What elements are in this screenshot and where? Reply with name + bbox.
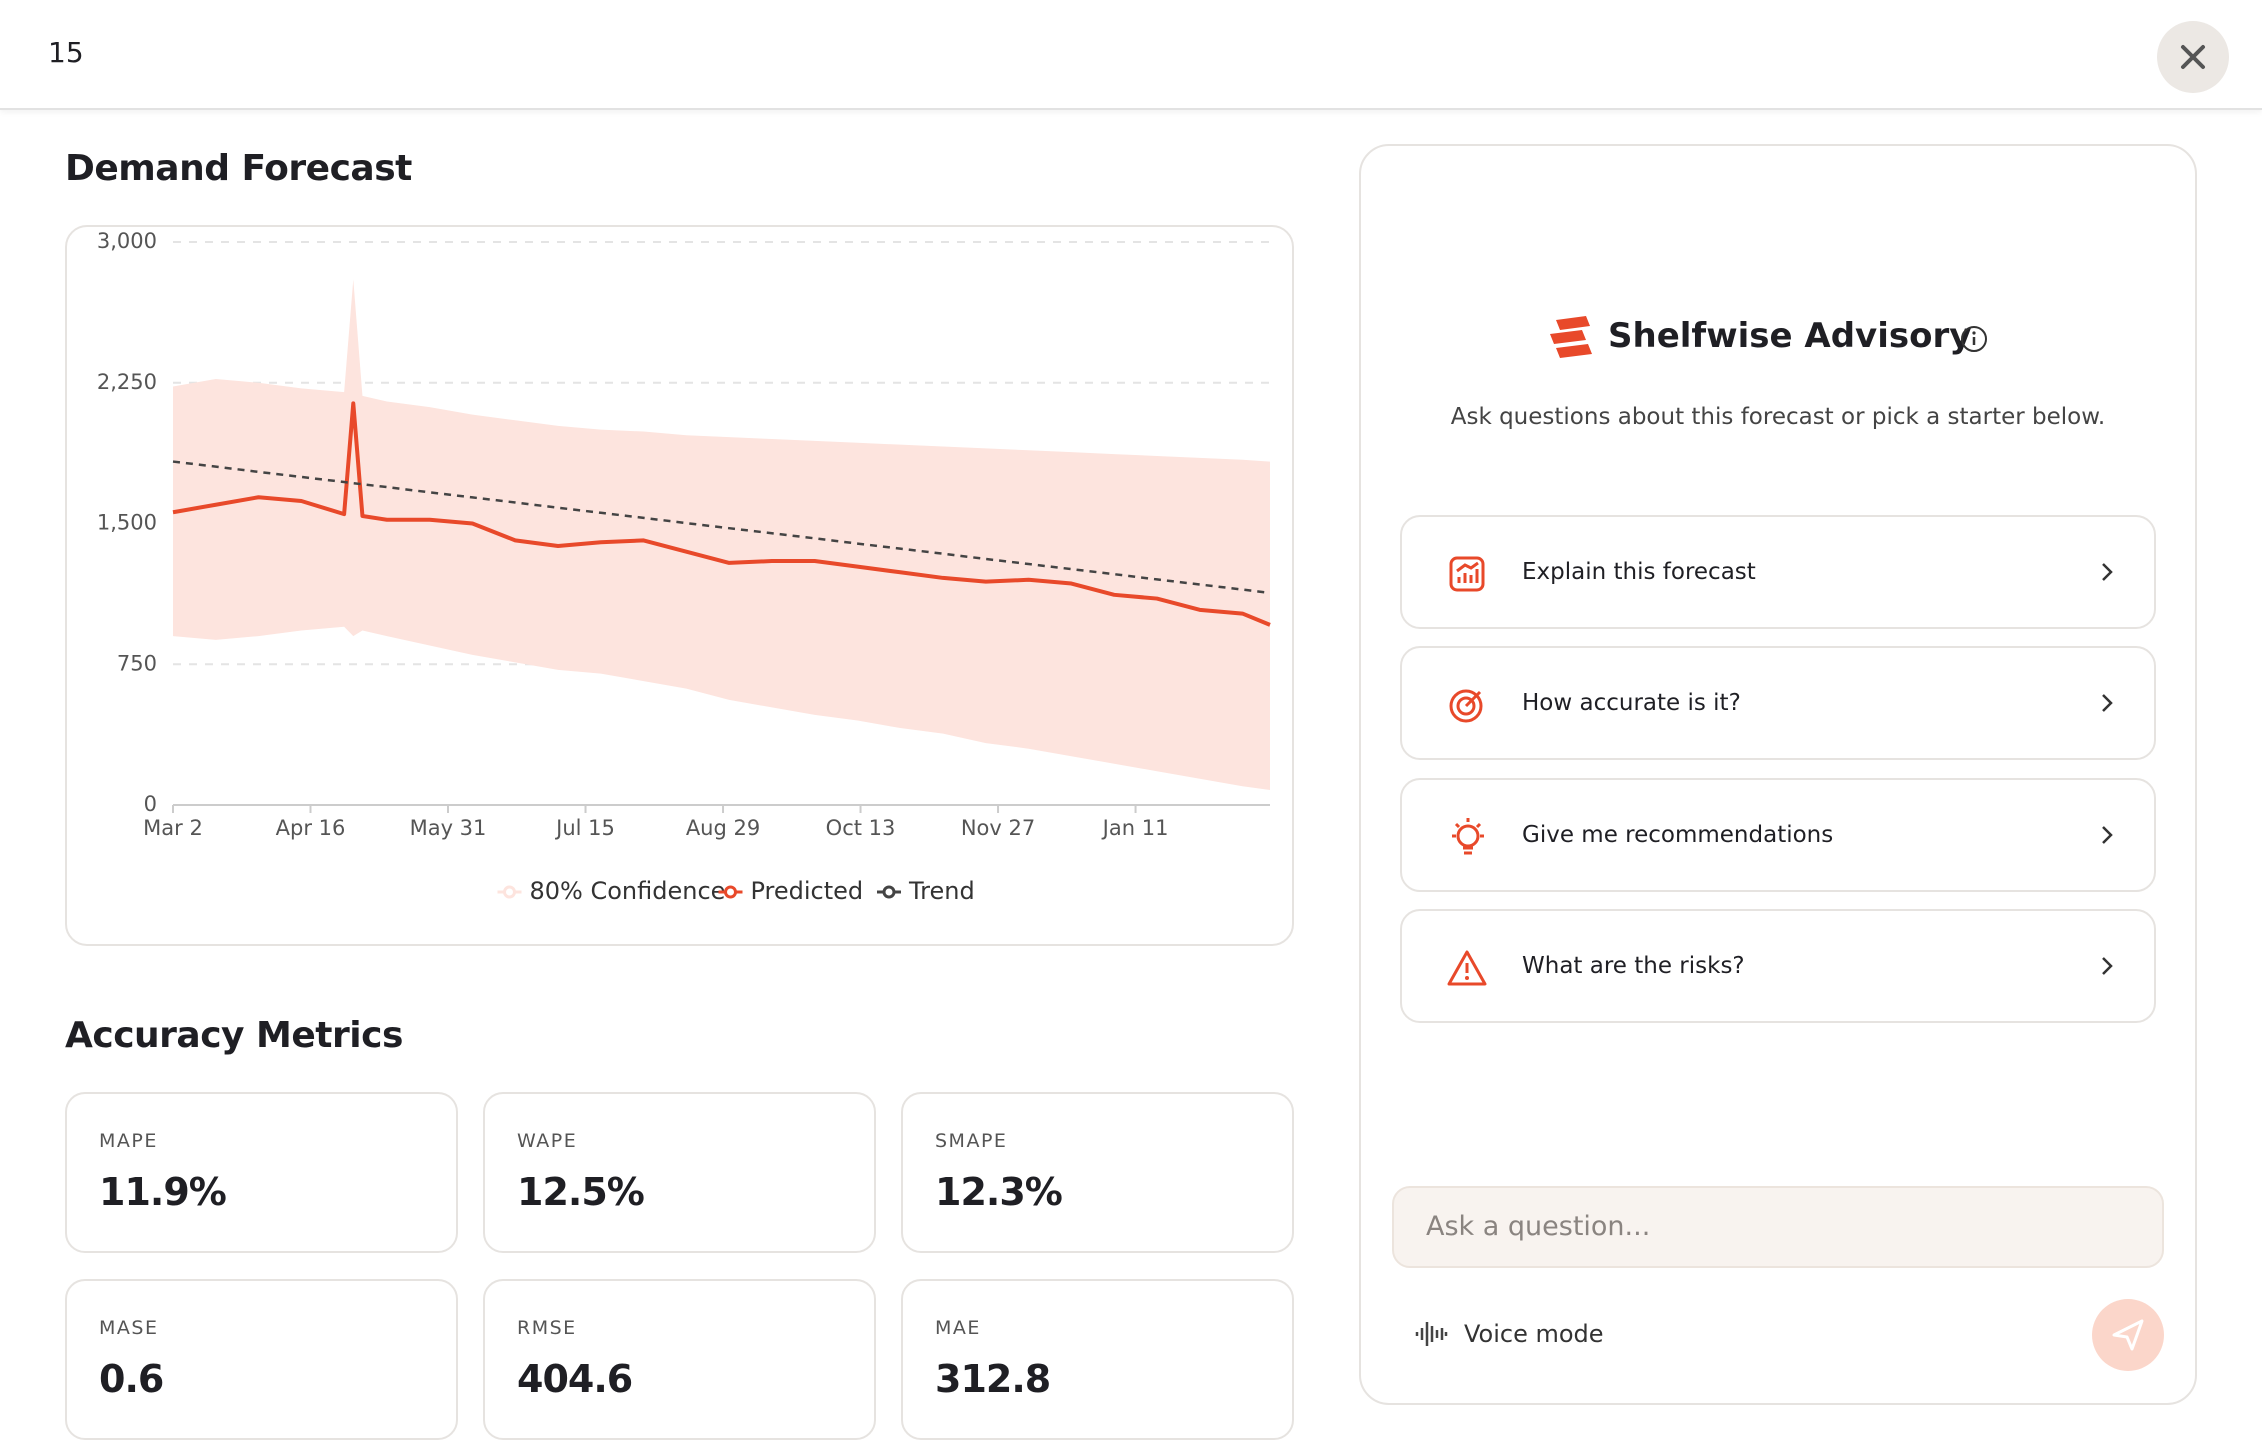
metric-label: MAE [935, 1317, 981, 1339]
x-tick-label: Jul 15 [554, 816, 615, 840]
y-tick-label: 3,000 [97, 229, 157, 253]
header-title: 15 [48, 36, 84, 69]
metric-card: WAPE 12.5% [483, 1092, 876, 1253]
metric-card: RMSE 404.6 [483, 1279, 876, 1440]
legend-marker [503, 885, 516, 899]
warning-icon [1447, 950, 1487, 986]
legend-label: 80% Confidence [530, 877, 726, 905]
voice-icon[interactable] [1414, 1318, 1448, 1350]
metric-label: WAPE [517, 1130, 578, 1152]
voice-mode[interactable]: Voice mode [1464, 1320, 1604, 1348]
y-tick-label: 1,500 [97, 511, 157, 535]
legend-marker [882, 885, 896, 899]
starter-button[interactable]: What are the risks? [1400, 909, 2156, 1023]
target-icon [1449, 689, 1483, 723]
metric-value: 312.8 [935, 1357, 1051, 1401]
y-tick-label: 0 [144, 792, 157, 816]
close-icon [2181, 45, 2205, 69]
send-button[interactable] [2092, 1299, 2164, 1371]
section-title: Demand Forecast [65, 148, 412, 189]
starter-text: What are the risks? [1522, 953, 1745, 979]
x-tick-label: Oct 13 [826, 816, 896, 840]
x-tick-label: May 31 [410, 816, 487, 840]
y-tick-label: 750 [117, 651, 157, 675]
metric-value: 11.9% [99, 1170, 227, 1214]
metric-card: MAE 312.8 [901, 1279, 1294, 1440]
confidence-band [173, 279, 1270, 790]
starter-button[interactable]: How accurate is it? [1400, 646, 2156, 760]
chevron [2102, 694, 2113, 712]
metric-label: RMSE [517, 1317, 577, 1339]
predicted-line [172, 401, 1271, 627]
metric-value: 0.6 [99, 1357, 164, 1401]
info-icon[interactable] [1959, 324, 1989, 354]
x-tick-label: Apr 16 [276, 816, 346, 840]
starter-button[interactable]: Give me recommendations [1400, 778, 2156, 892]
x-tick-label: Mar 2 [143, 816, 203, 840]
legend-marker [724, 885, 737, 899]
chevron [2102, 826, 2113, 844]
metric-card: MASE 0.6 [65, 1279, 458, 1440]
legend-label: Trend [908, 877, 975, 905]
x-tick-label: Nov 27 [961, 816, 1035, 840]
starter-text: Give me recommendations [1522, 822, 1834, 848]
starter-text: How accurate is it? [1522, 690, 1741, 716]
chart-icon [1449, 556, 1485, 592]
chevron [2102, 957, 2113, 975]
question-input[interactable]: Ask a question... [1392, 1186, 2164, 1268]
y-tick-label: 2,250 [97, 370, 157, 394]
x-tick-label: Jan 11 [1101, 816, 1169, 840]
chevron [2102, 563, 2113, 581]
metric-value: 404.6 [517, 1357, 633, 1401]
metric-card: MAPE 11.9% [65, 1092, 458, 1253]
metric-value: 12.5% [517, 1170, 645, 1214]
metric-value: 12.3% [935, 1170, 1063, 1214]
metric-label: MAPE [99, 1130, 158, 1152]
logo [1550, 316, 1592, 358]
x-tick-label: Aug 29 [686, 816, 760, 840]
bulb-icon [1452, 818, 1484, 855]
chart: 0 750 1,500 2,250 3,000 Mar 2 Apr 16 May 31 Jul … [97, 229, 1271, 905]
metric-card: SMAPE 12.3% [901, 1092, 1294, 1253]
metric-label: MASE [99, 1317, 159, 1339]
metric-label: SMAPE [935, 1130, 1008, 1152]
starter-button[interactable]: Explain this forecast [1400, 515, 2156, 629]
starter-text: Explain this forecast [1522, 559, 1756, 585]
advisory-title: Shelfwise Advisory [1608, 316, 1972, 356]
section-title: Accuracy Metrics [65, 1015, 403, 1056]
input-placeholder: Ask a question... [1426, 1211, 1651, 1242]
advisory-subtitle: Ask questions about this forecast or pic… [1450, 404, 2106, 430]
legend-label: Predicted [751, 877, 864, 905]
top-bar: 15 [0, 0, 2262, 110]
close-button[interactable] [2157, 21, 2229, 93]
